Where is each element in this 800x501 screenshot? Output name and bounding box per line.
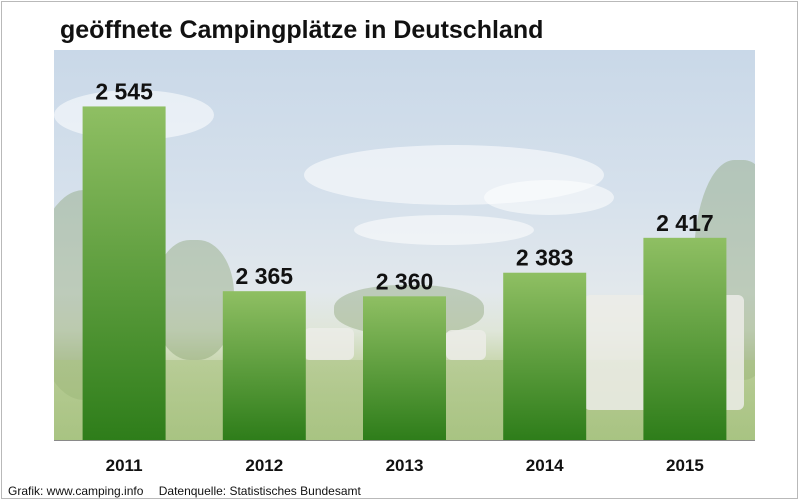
x-tick-label-2014: 2014: [526, 456, 564, 475]
x-tick-label-2013: 2013: [386, 456, 424, 475]
x-tick-label-2011: 2011: [106, 456, 143, 475]
data-label-2015: 2 417: [656, 210, 714, 236]
bar-2013: [363, 296, 446, 440]
bar-2014: [503, 272, 587, 440]
graphic-source-credit: Grafik: www.camping.info: [8, 484, 144, 498]
data-label-2013: 2 360: [376, 268, 434, 294]
x-tick-label-2012: 2012: [245, 456, 283, 475]
data-label-2014: 2 383: [516, 245, 574, 271]
chart-footer: Grafik: www.camping.info Datenquelle: St…: [8, 484, 361, 498]
data-source-credit: Datenquelle: Statistisches Bundesamt: [158, 484, 361, 498]
bar-2012: [222, 291, 306, 440]
bar-2015: [643, 237, 727, 440]
data-label-2012: 2 365: [236, 263, 294, 289]
bar-2011: [82, 106, 166, 441]
chart-title: geöffnete Campingplätze in Deutschland: [60, 16, 544, 44]
data-label-2011: 2 545: [95, 78, 153, 104]
x-tick-label-2015: 2015: [666, 456, 704, 475]
x-axis-line: [54, 440, 755, 441]
